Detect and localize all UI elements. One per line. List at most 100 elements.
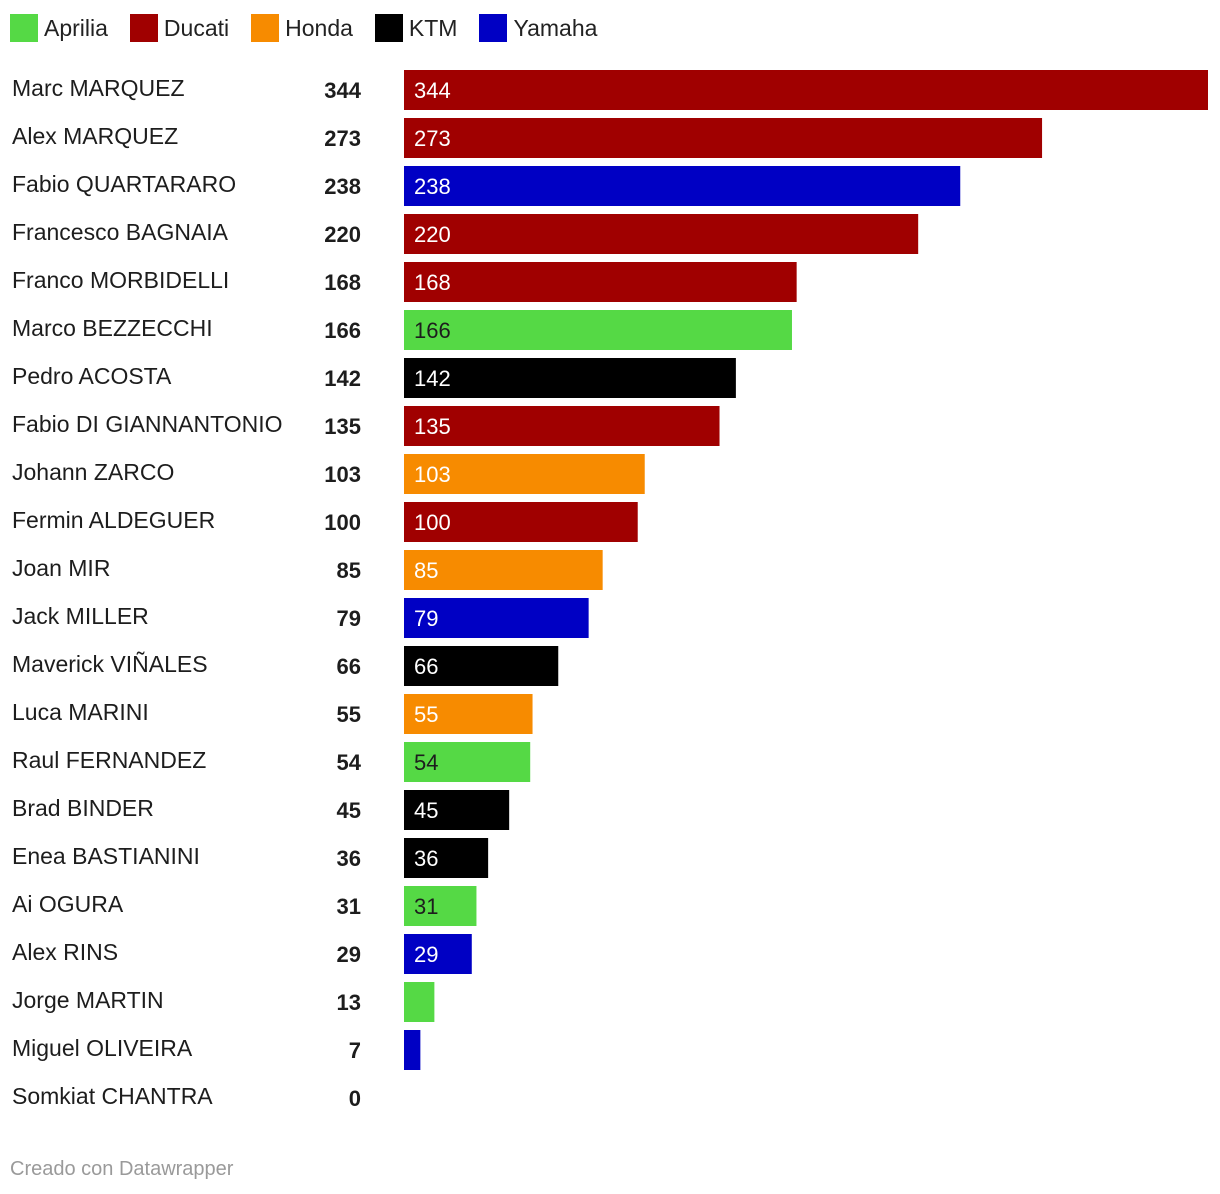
rider-points: 45 bbox=[337, 798, 361, 823]
bar bbox=[404, 742, 531, 782]
legend-swatch bbox=[129, 14, 158, 42]
legend-label: Ducati bbox=[163, 14, 230, 41]
bar-value-label: 66 bbox=[414, 654, 438, 679]
bar bbox=[404, 1030, 421, 1070]
bar-value-label: 79 bbox=[414, 606, 438, 631]
legend-item-ducati: Ducati bbox=[129, 14, 230, 42]
rider-name: Franco MORBIDELLI bbox=[12, 267, 229, 293]
legend-label: Yamaha bbox=[513, 14, 598, 41]
rider-points: 220 bbox=[324, 222, 361, 247]
bar bbox=[404, 214, 919, 254]
rider-points: 54 bbox=[337, 750, 362, 775]
bar bbox=[404, 406, 720, 446]
legend-label: Honda bbox=[285, 14, 353, 41]
bar bbox=[404, 118, 1043, 158]
legend-item-yamaha: Yamaha bbox=[479, 14, 597, 42]
rider-points: 85 bbox=[337, 558, 361, 583]
rider-points: 344 bbox=[324, 78, 361, 103]
rider-name: Brad BINDER bbox=[12, 795, 154, 821]
bar bbox=[404, 70, 1208, 110]
rider-name: Fabio QUARTARARO bbox=[12, 171, 236, 197]
bar-value-label: 344 bbox=[414, 78, 451, 103]
rider-points: 135 bbox=[324, 414, 361, 439]
rider-name: Ai OGURA bbox=[12, 891, 124, 917]
bar bbox=[404, 166, 961, 206]
bar bbox=[404, 598, 589, 638]
chart-legend: Aprilia Ducati Honda KTM Yamaha bbox=[10, 13, 597, 43]
rider-points: 0 bbox=[349, 1086, 361, 1111]
bar-value-label: 29 bbox=[414, 942, 438, 967]
bar bbox=[404, 502, 638, 542]
rider-points: 103 bbox=[324, 462, 361, 487]
bar bbox=[404, 646, 559, 686]
bar-value-label: 55 bbox=[414, 702, 438, 727]
rider-points: 66 bbox=[337, 654, 361, 679]
bar-value-label: 54 bbox=[414, 750, 438, 775]
legend-label: Aprilia bbox=[44, 14, 108, 41]
rider-name: Jack MILLER bbox=[12, 603, 149, 629]
bar bbox=[404, 310, 792, 350]
bar-value-label: 142 bbox=[414, 366, 451, 391]
rider-name: Pedro ACOSTA bbox=[12, 363, 172, 389]
rider-name: Jorge MARTIN bbox=[12, 987, 164, 1013]
legend-swatch bbox=[10, 14, 38, 42]
rider-points: 238 bbox=[324, 174, 361, 199]
rider-points: 142 bbox=[324, 366, 361, 391]
rider-name: Fermin ALDEGUER bbox=[12, 507, 215, 533]
legend-swatch bbox=[479, 14, 508, 42]
bar bbox=[404, 694, 533, 734]
bar bbox=[404, 838, 489, 878]
legend-swatch bbox=[374, 14, 403, 42]
rider-points: 31 bbox=[337, 894, 361, 919]
rider-name: Marc MARQUEZ bbox=[12, 75, 185, 101]
rider-name: Somkiat CHANTRA bbox=[12, 1083, 213, 1109]
bar-value-label: 166 bbox=[414, 318, 451, 343]
rider-points: 273 bbox=[324, 126, 361, 151]
bar-chart: Marc MARQUEZ 344 344 Alex MARQUEZ 273 273 Fabi… bbox=[12, 70, 1208, 1111]
legend-item-ktm: KTM bbox=[374, 14, 458, 42]
legend-item-aprilia: Aprilia bbox=[10, 14, 108, 42]
bar bbox=[404, 454, 645, 494]
bar bbox=[404, 790, 510, 830]
bar-value-label: 36 bbox=[414, 846, 438, 871]
bar-value-label: 100 bbox=[414, 510, 451, 535]
bar-value-label: 85 bbox=[414, 558, 438, 583]
bar-value-label: 238 bbox=[414, 174, 451, 199]
rider-points: 36 bbox=[337, 846, 361, 871]
bar-value-label: 45 bbox=[414, 798, 438, 823]
bar-value-label: 103 bbox=[414, 462, 451, 487]
rider-name: Luca MARINI bbox=[12, 699, 149, 725]
rider-name: Maverick VIÑALES bbox=[12, 651, 208, 677]
rider-points: 29 bbox=[337, 942, 361, 967]
rider-name: Alex MARQUEZ bbox=[12, 123, 178, 149]
rider-name: Francesco BAGNAIA bbox=[12, 219, 229, 245]
rider-name: Miguel OLIVEIRA bbox=[12, 1035, 193, 1061]
rider-points: 13 bbox=[337, 990, 361, 1015]
bar-value-label: 273 bbox=[414, 126, 451, 151]
bar bbox=[404, 262, 797, 302]
bar bbox=[404, 358, 736, 398]
rider-points: 7 bbox=[349, 1038, 361, 1063]
bar-value-label: 135 bbox=[414, 414, 451, 439]
rider-points: 55 bbox=[337, 702, 361, 727]
bar bbox=[404, 550, 603, 590]
bar-value-label: 31 bbox=[414, 894, 438, 919]
rider-points: 79 bbox=[337, 606, 361, 631]
rider-name: Joan MIR bbox=[12, 555, 110, 581]
legend-item-honda: Honda bbox=[251, 14, 353, 42]
rider-points: 166 bbox=[324, 318, 361, 343]
rider-name: Raul FERNANDEZ bbox=[12, 747, 206, 773]
bar bbox=[404, 982, 435, 1022]
legend-label: KTM bbox=[408, 14, 458, 41]
bar-value-label: 220 bbox=[414, 222, 451, 247]
rider-points: 168 bbox=[324, 270, 361, 295]
bar bbox=[404, 934, 472, 974]
rider-name: Marco BEZZECCHI bbox=[12, 315, 213, 341]
rider-name: Enea BASTIANINI bbox=[12, 843, 200, 869]
legend-swatch bbox=[251, 14, 280, 42]
footer-credit: Creado con Datawrapper bbox=[10, 1158, 234, 1180]
bar bbox=[404, 886, 477, 926]
rider-points: 100 bbox=[324, 510, 361, 535]
rider-name: Johann ZARCO bbox=[12, 459, 174, 485]
rider-name: Alex RINS bbox=[12, 939, 118, 965]
